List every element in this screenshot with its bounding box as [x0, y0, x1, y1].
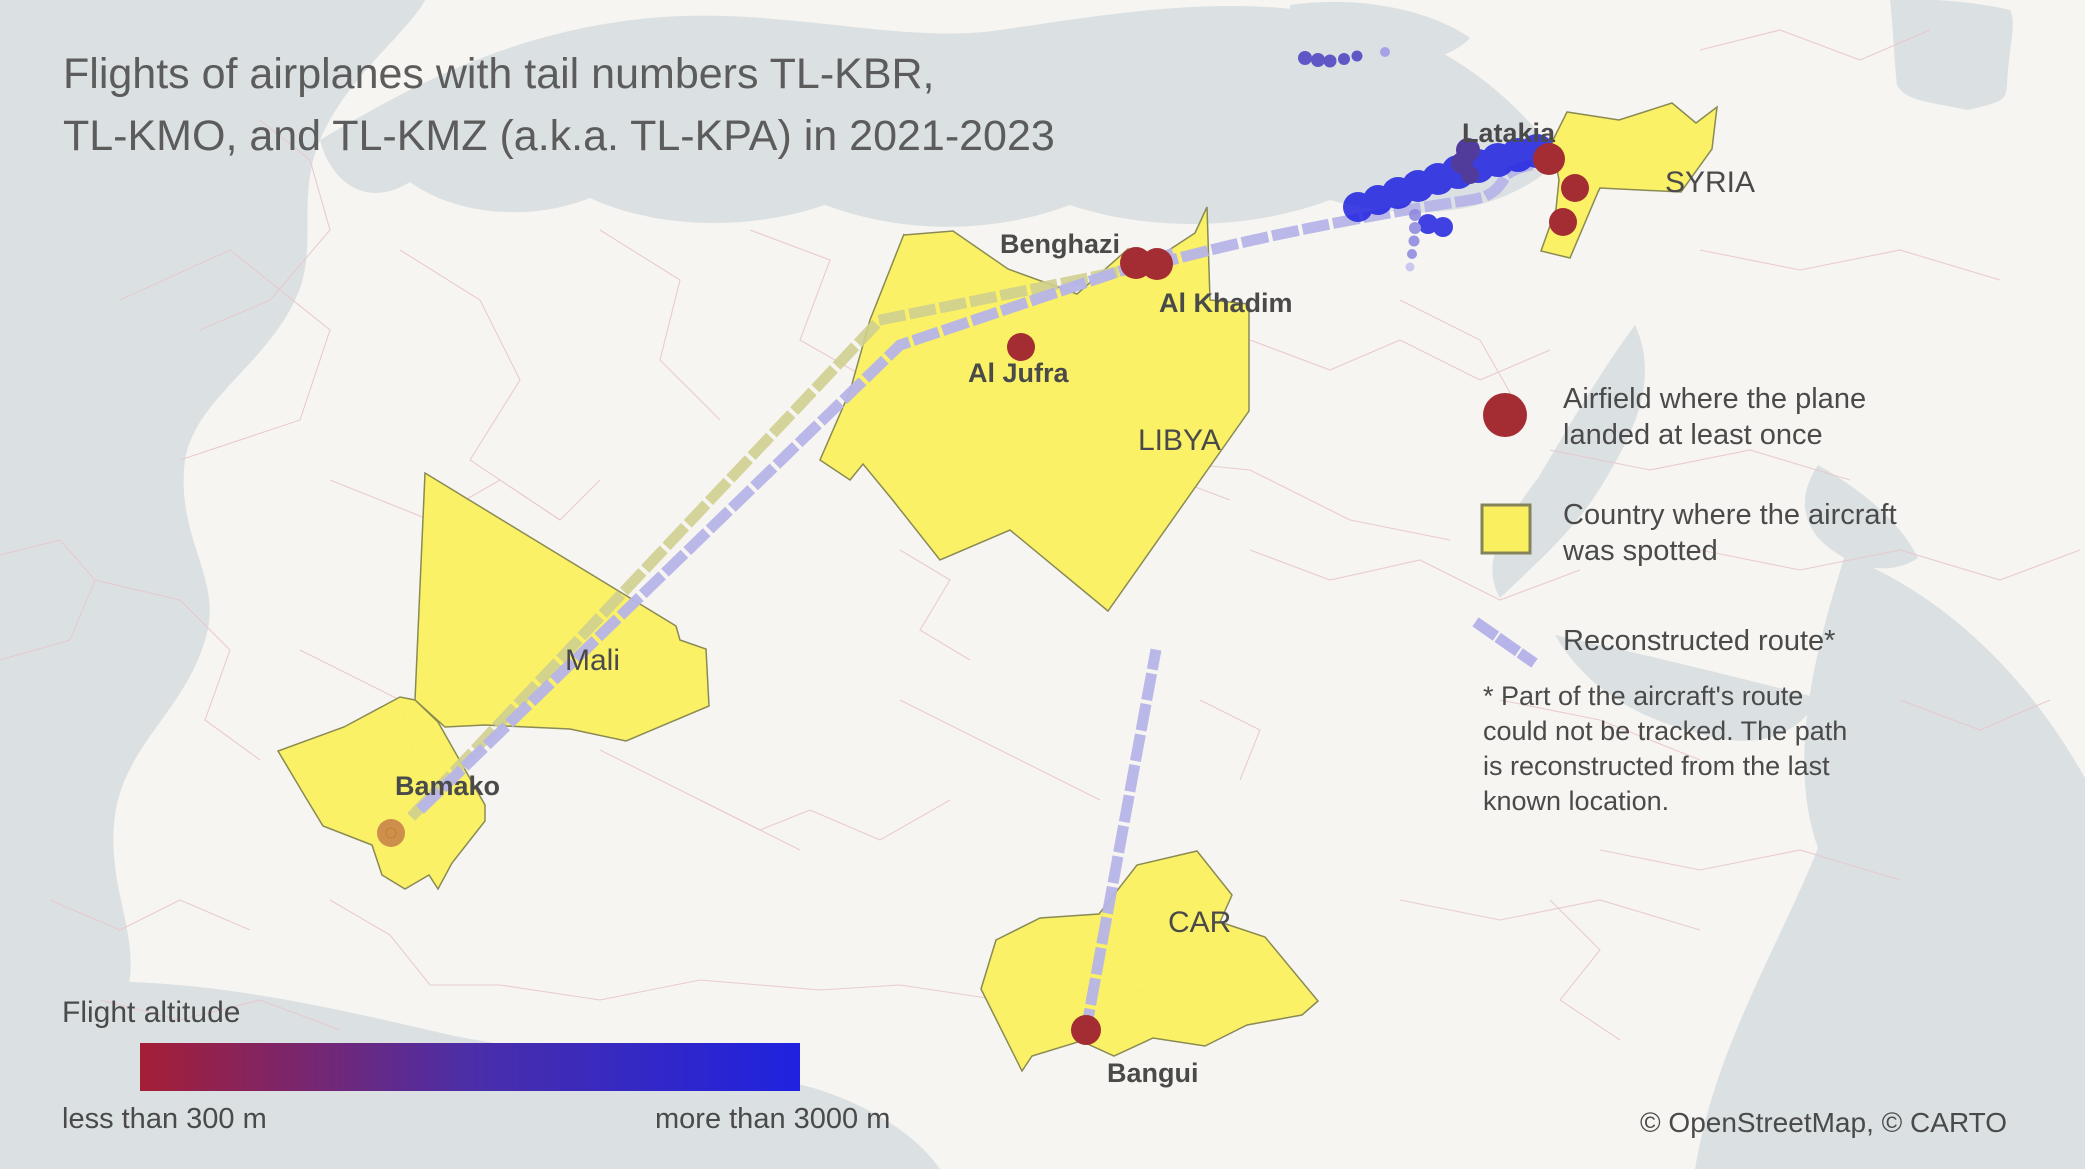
svg-text:Reconstructed route*: Reconstructed route* — [1563, 625, 1835, 657]
svg-text:Flight altitude: Flight altitude — [62, 996, 240, 1029]
svg-text:less than 300 m: less than 300 m — [62, 1103, 267, 1135]
svg-text:more than 3000 m: more than 3000 m — [655, 1103, 890, 1135]
svg-text:Latakia: Latakia — [1462, 118, 1556, 148]
svg-text:LIBYA: LIBYA — [1138, 424, 1221, 457]
svg-text:Airfield where the plane: Airfield where the plane — [1563, 383, 1866, 415]
svg-text:Country where the aircraft: Country where the aircraft — [1563, 499, 1897, 531]
svg-text:SYRIA: SYRIA — [1665, 166, 1755, 199]
svg-text:Flights of airplanes with tail: Flights of airplanes with tail numbers T… — [63, 50, 935, 98]
svg-text:was spotted: was spotted — [1562, 535, 1718, 567]
svg-text:landed at least once: landed at least once — [1563, 419, 1823, 451]
svg-text:Al Jufra: Al Jufra — [968, 358, 1070, 388]
svg-text:CAR: CAR — [1168, 906, 1231, 939]
svg-text:is reconstructed from the last: is reconstructed from the last — [1483, 751, 1830, 781]
svg-text:Bamako: Bamako — [395, 771, 500, 801]
svg-text:Bangui: Bangui — [1107, 1058, 1199, 1088]
svg-text:Al Khadim: Al Khadim — [1159, 288, 1293, 318]
svg-text:could not be tracked. The path: could not be tracked. The path — [1483, 716, 1847, 746]
svg-text:known location.: known location. — [1483, 786, 1669, 816]
svg-text:© OpenStreetMap, © CARTO: © OpenStreetMap, © CARTO — [1640, 1107, 2007, 1138]
svg-text:TL-KMO, and TL-KMZ (a.k.a. TL-: TL-KMO, and TL-KMZ (a.k.a. TL-KPA) in 20… — [63, 112, 1055, 160]
svg-text:Benghazi: Benghazi — [1000, 229, 1120, 259]
svg-text:* Part of the aircraft's route: * Part of the aircraft's route — [1483, 681, 1803, 711]
svg-text:Mali: Mali — [565, 644, 620, 677]
